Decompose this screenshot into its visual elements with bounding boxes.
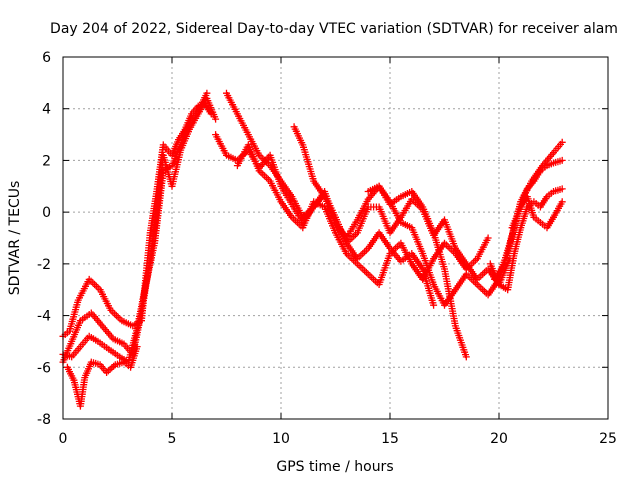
y-tick-label: 2: [42, 153, 51, 169]
y-tick-label: 6: [42, 50, 51, 66]
chart-title: Day 204 of 2022, Sidereal Day-to-day VTE…: [50, 21, 618, 37]
data-marks: track-1track-2track-3track-4track-5track…: [59, 89, 566, 410]
y-axis-label: SDTVAR / TECUs: [7, 181, 23, 296]
x-axis-label: GPS time / hours: [276, 459, 393, 475]
y-tick-label: -2: [37, 257, 51, 273]
axis-ticks: 0 5 10 15 20 25 -8 -6 -4 -2 0 2 4 6: [37, 50, 617, 447]
x-tick-label: 25: [599, 431, 617, 447]
series-track-12: track-12: [508, 193, 566, 232]
x-tick-label: 0: [59, 431, 68, 447]
series-track-2: track-2: [59, 94, 220, 366]
data-point-markers: [63, 343, 141, 410]
x-tick-label: 15: [381, 431, 399, 447]
series-track-5: track-5: [223, 89, 470, 361]
y-tick-label: 0: [42, 205, 51, 221]
series-track-6: track-6: [212, 131, 438, 309]
series-track-4: track-4: [63, 343, 141, 410]
data-point-markers: [59, 94, 220, 366]
x-tick-label: 20: [490, 431, 508, 447]
data-point-markers: [59, 89, 211, 366]
y-tick-label: 4: [42, 102, 51, 118]
data-point-markers: [486, 185, 566, 294]
data-point-markers: [508, 193, 566, 232]
series-track-11: track-11: [486, 185, 566, 294]
y-tick-label: -4: [37, 309, 51, 325]
data-point-markers: [223, 89, 470, 361]
plot-frame: [62, 56, 609, 420]
series-track-8: track-8: [290, 123, 514, 288]
series-track-3: track-3: [59, 89, 211, 366]
series-track-1: track-1: [59, 100, 215, 340]
data-point-markers: [290, 123, 514, 288]
x-tick-label: 10: [272, 431, 290, 447]
x-tick-label: 5: [168, 431, 177, 447]
data-point-markers: [59, 100, 215, 340]
data-point-markers: [212, 131, 438, 309]
y-tick-label: -8: [37, 412, 51, 428]
y-tick-label: -6: [37, 360, 51, 376]
